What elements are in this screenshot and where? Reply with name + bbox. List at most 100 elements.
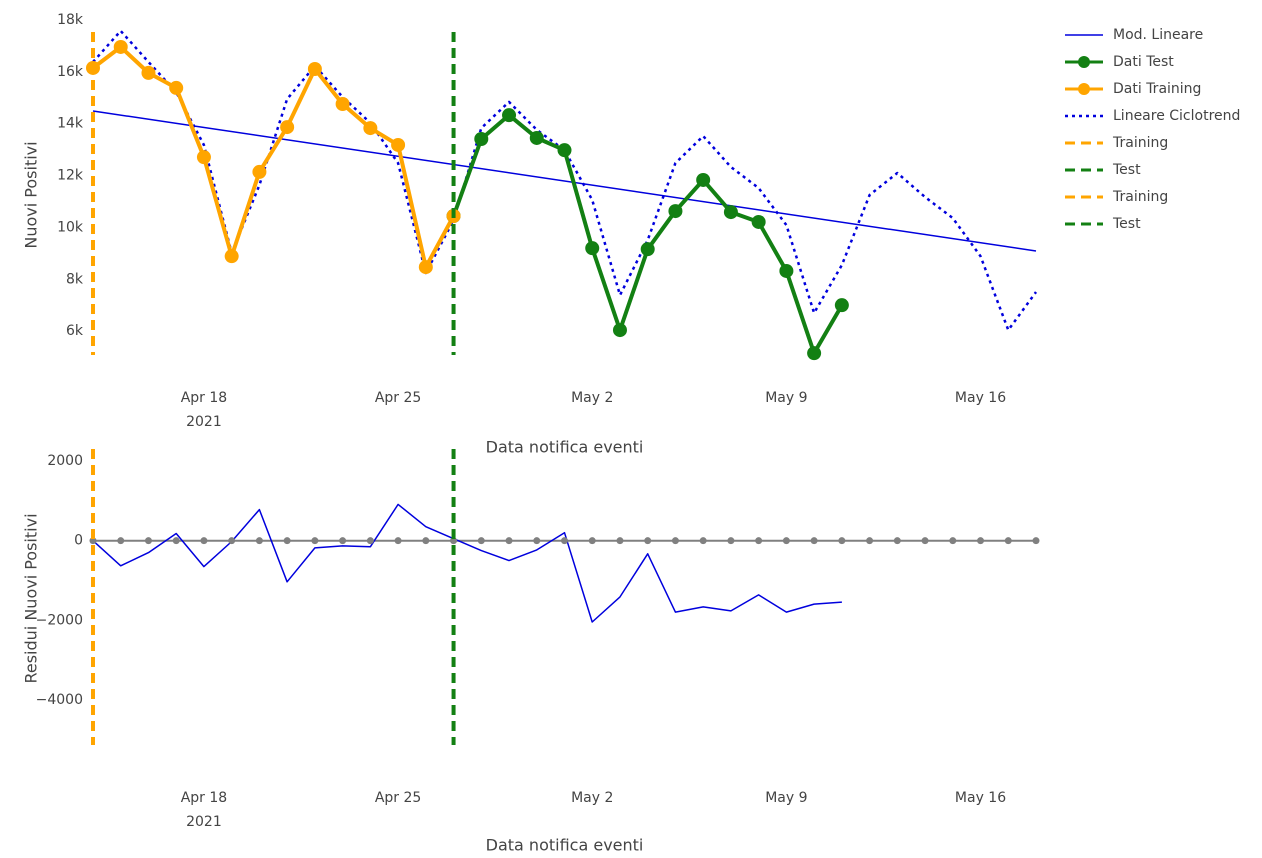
point bbox=[113, 39, 128, 54]
point bbox=[1004, 537, 1012, 545]
point bbox=[529, 130, 544, 145]
point bbox=[782, 537, 790, 545]
series-line bbox=[92, 29, 1038, 332]
point bbox=[311, 537, 319, 545]
x-tick-label: Apr 18 bbox=[181, 390, 227, 406]
point bbox=[893, 537, 901, 545]
point bbox=[727, 537, 735, 545]
point bbox=[200, 537, 208, 545]
y-tick-label: 16k bbox=[57, 64, 84, 80]
point bbox=[557, 143, 572, 158]
legend-label: Test bbox=[1112, 162, 1141, 178]
point bbox=[502, 108, 517, 123]
point bbox=[533, 537, 541, 545]
x-tick-year: 2021 bbox=[186, 414, 222, 430]
y-tick-label: 2000 bbox=[47, 453, 83, 469]
point bbox=[394, 537, 402, 545]
point bbox=[117, 537, 125, 545]
point bbox=[751, 214, 766, 229]
point bbox=[474, 132, 489, 146]
point bbox=[144, 537, 152, 545]
point bbox=[561, 537, 568, 545]
point bbox=[307, 62, 322, 76]
point bbox=[866, 537, 874, 545]
point bbox=[640, 242, 655, 257]
point bbox=[391, 137, 406, 152]
y-tick-label: 14k bbox=[57, 116, 84, 132]
x-tick-label: May 16 bbox=[955, 390, 1006, 406]
y-tick-label: −4000 bbox=[36, 692, 83, 708]
point bbox=[255, 537, 263, 545]
point bbox=[723, 205, 738, 220]
point bbox=[755, 537, 763, 545]
series-line bbox=[451, 113, 844, 356]
point bbox=[977, 537, 985, 545]
legend-marker bbox=[1078, 56, 1090, 68]
y-tick-label: 10k bbox=[57, 219, 84, 235]
x-tick-label: May 16 bbox=[955, 790, 1006, 806]
x-tick-label: Apr 25 bbox=[375, 790, 421, 806]
legend-label: Lineare Ciclotrend bbox=[1113, 108, 1240, 124]
legend-marker bbox=[1078, 83, 1090, 95]
point bbox=[949, 537, 957, 545]
point bbox=[228, 537, 236, 545]
point bbox=[172, 537, 180, 545]
point bbox=[588, 537, 596, 545]
point bbox=[339, 537, 347, 545]
point bbox=[810, 537, 818, 545]
point bbox=[644, 537, 652, 545]
point bbox=[335, 97, 350, 111]
x-axis-title: Data notifica eventi bbox=[486, 836, 644, 855]
point bbox=[366, 537, 374, 545]
point bbox=[671, 537, 679, 545]
point bbox=[141, 65, 156, 80]
y-tick-label: 8k bbox=[66, 271, 84, 287]
y-tick-label: 6k bbox=[66, 323, 84, 339]
point bbox=[418, 260, 433, 275]
legend-label: Test bbox=[1112, 216, 1141, 232]
series-line bbox=[92, 110, 1037, 252]
x-tick-year: 2021 bbox=[186, 814, 222, 830]
point bbox=[280, 120, 295, 135]
point bbox=[505, 537, 513, 545]
x-tick-label: Apr 18 bbox=[181, 790, 227, 806]
y-tick-label: 0 bbox=[74, 533, 83, 549]
point bbox=[834, 298, 849, 313]
point bbox=[585, 241, 600, 256]
point bbox=[921, 537, 929, 545]
point bbox=[196, 150, 211, 165]
point bbox=[779, 263, 794, 278]
y-tick-label: 18k bbox=[57, 12, 84, 28]
x-tick-label: May 2 bbox=[571, 790, 613, 806]
y-tick-label: −2000 bbox=[36, 612, 83, 628]
legend-label: Dati Training bbox=[1113, 81, 1201, 97]
point bbox=[807, 346, 822, 361]
legend-label: Training bbox=[1112, 189, 1168, 205]
point bbox=[699, 537, 707, 545]
point bbox=[696, 172, 711, 187]
point bbox=[422, 537, 430, 545]
legend-label: Training bbox=[1112, 135, 1168, 151]
point bbox=[477, 537, 485, 545]
x-tick-label: May 9 bbox=[765, 790, 807, 806]
series-line bbox=[91, 45, 456, 270]
legend: Mod. Lineare Dati Test Dati Training Linear… bbox=[1065, 27, 1240, 232]
legend-label: Mod. Lineare bbox=[1113, 27, 1203, 43]
point bbox=[668, 204, 683, 219]
x-axis-title: Data notifica eventi bbox=[486, 438, 644, 457]
y-tick-label: 12k bbox=[57, 168, 84, 184]
point bbox=[612, 323, 627, 338]
series-line bbox=[92, 503, 842, 623]
y-axis-title: Residui Nuovi Positivi bbox=[22, 513, 41, 683]
point bbox=[283, 537, 291, 545]
point bbox=[363, 121, 378, 136]
point bbox=[224, 249, 239, 264]
point bbox=[169, 80, 184, 95]
x-tick-label: May 9 bbox=[765, 390, 807, 406]
point bbox=[616, 537, 624, 545]
point bbox=[1032, 537, 1040, 545]
x-tick-label: May 2 bbox=[571, 390, 613, 406]
x-tick-label: Apr 25 bbox=[375, 390, 421, 406]
